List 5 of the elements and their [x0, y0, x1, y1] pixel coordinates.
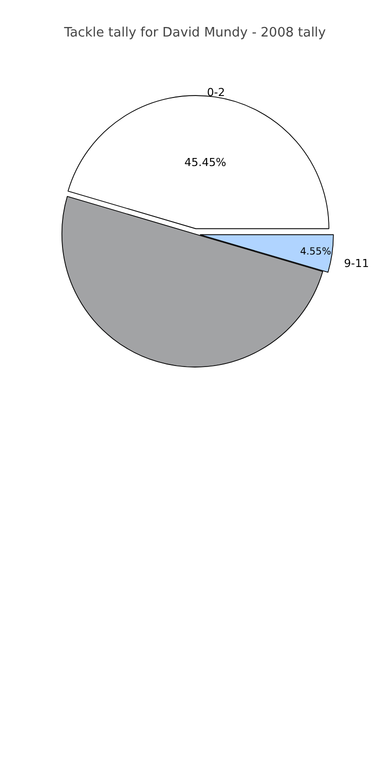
- slice-label: 9-11: [344, 257, 369, 270]
- data-label: 45.45%: [184, 156, 226, 169]
- data-label: 4.55%: [300, 246, 332, 258]
- chart-title: Tackle tally for David Mundy - 2008 tally: [63, 25, 326, 40]
- slice-label: 0-2: [207, 86, 225, 99]
